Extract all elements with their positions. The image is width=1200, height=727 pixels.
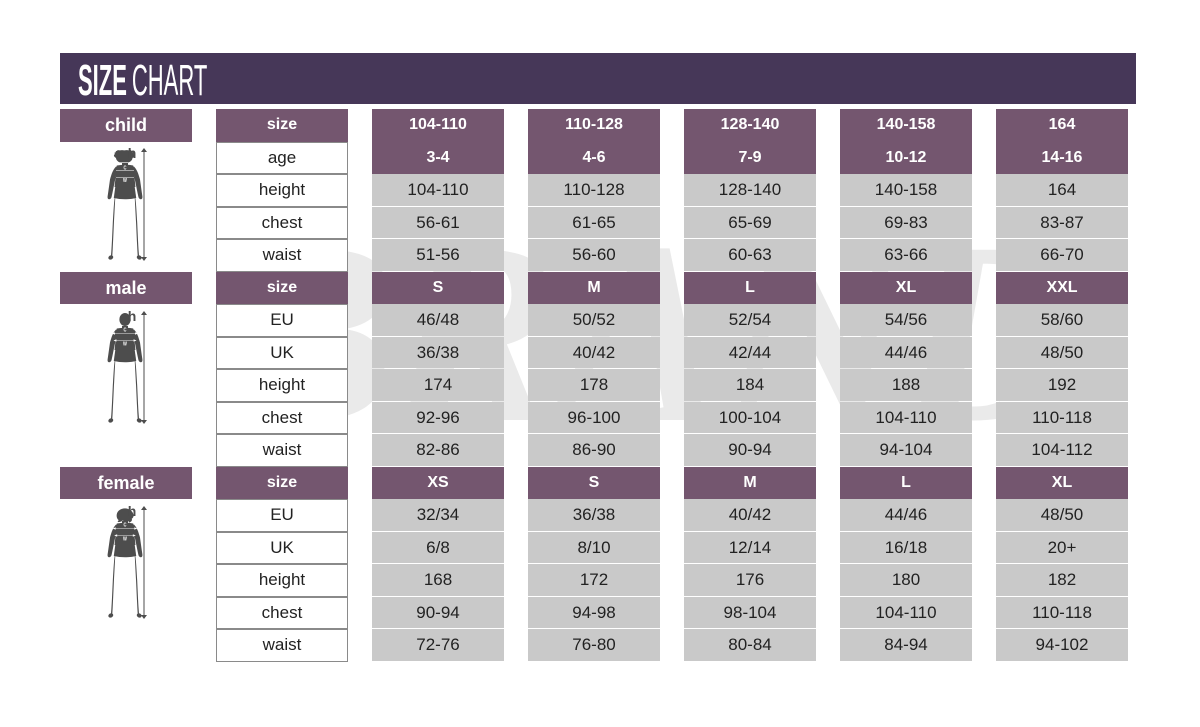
svg-text:C: C <box>124 327 127 334</box>
svg-text:W: W <box>123 341 127 348</box>
svg-text:W: W <box>123 536 127 543</box>
svg-text:C: C <box>124 165 127 172</box>
svg-text:C: C <box>124 522 127 529</box>
svg-text:W: W <box>123 178 127 185</box>
